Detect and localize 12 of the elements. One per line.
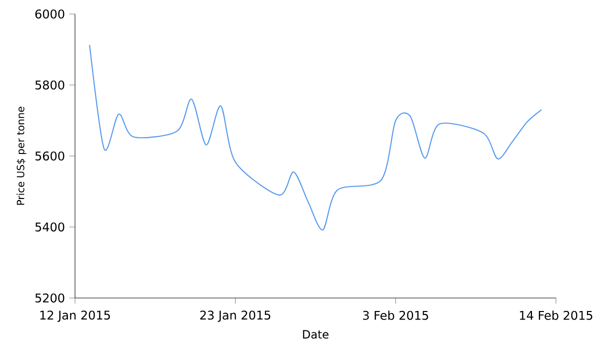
x-tick-label: 14 Feb 2015 bbox=[520, 310, 592, 320]
x-tick-label: 23 Jan 2015 bbox=[200, 310, 270, 322]
y-tick-label: 5400 bbox=[35, 222, 64, 232]
y-tick-label: 5600 bbox=[35, 151, 64, 161]
y-tick-label: 6000 bbox=[35, 9, 64, 19]
x-axis-title: Date bbox=[303, 330, 328, 339]
x-tick-label: 3 Feb 2015 bbox=[363, 310, 428, 320]
y-tick-label: 5800 bbox=[35, 80, 64, 90]
y-tick-label: 5200 bbox=[35, 293, 64, 303]
x-tick-label: 12 Jan 2015 bbox=[40, 310, 110, 322]
y-axis-title: Price US$ per tonne bbox=[16, 106, 26, 205]
line-series bbox=[89, 44, 542, 230]
